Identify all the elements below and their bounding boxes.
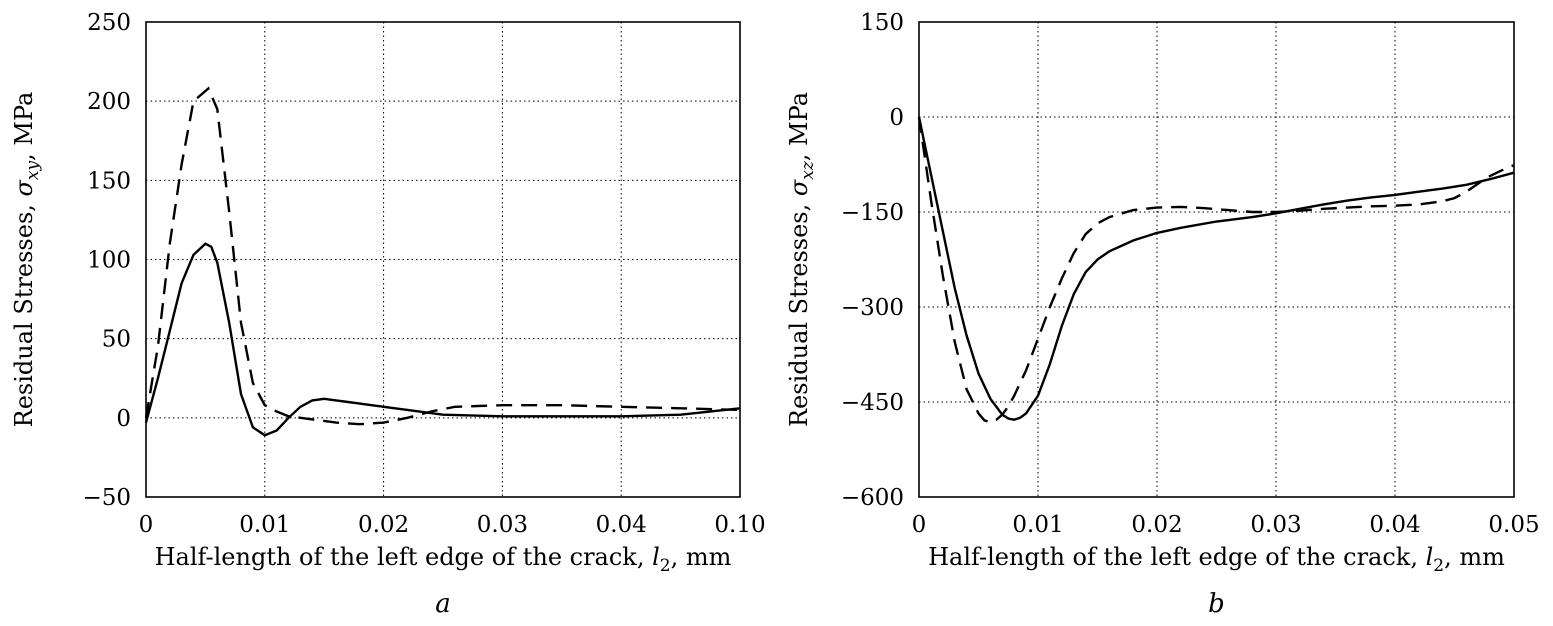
y-tick-label: 250 [87, 10, 131, 36]
series-solid-line [144, 242, 741, 437]
x-axis-label: Half-length of the left edge of the crac… [928, 543, 1505, 576]
x-tick-label: 0 [912, 512, 927, 538]
panel-label: a [435, 589, 451, 619]
y-tick-label: 0 [116, 406, 131, 432]
y-tick-label: −300 [841, 295, 904, 321]
plot-frame [918, 21, 1515, 498]
y-tick-label: 150 [860, 10, 904, 36]
y-tick-label: 200 [87, 89, 131, 115]
x-tick-label: 0.04 [1369, 512, 1420, 538]
y-tick-label: 100 [87, 248, 131, 274]
x-tick-label: 0.01 [239, 512, 290, 538]
chart-a: 0 0.01 0.02 0.03 0.04 0.10 −50 0 50 100 150 200 250 H… [10, 10, 766, 619]
x-tick-label: 0.02 [1131, 512, 1182, 538]
y-axis-label: Residual Stresses, σxy, MPa [10, 92, 43, 428]
series-dashed-line [144, 86, 741, 426]
y-tick-label: −450 [841, 390, 904, 416]
y-tick-label: 50 [102, 327, 131, 353]
y-tick-label: 150 [87, 168, 131, 194]
chart-b: 0 0.01 0.02 0.03 0.04 0.05 −600 −450 −300 −150 0 15… [785, 10, 1540, 619]
x-tick-label: 0.04 [596, 512, 647, 538]
y-axis-label: Residual Stresses, σxz, MPa [785, 92, 818, 427]
x-tick-label: 0.03 [1250, 512, 1301, 538]
x-axis-label: Half-length of the left edge of the crac… [155, 543, 732, 576]
x-tick-label: 0 [139, 512, 154, 538]
x-tick-label: 0.03 [477, 512, 528, 538]
y-tick-label: −600 [841, 485, 904, 511]
series-dashed-line [917, 116, 1515, 424]
x-tick-label: 0.05 [1488, 512, 1539, 538]
series-solid-line [917, 116, 1515, 421]
y-tick-label: 0 [889, 105, 904, 131]
x-tick-label: 0.01 [1012, 512, 1063, 538]
plot-frame [145, 21, 741, 498]
panel-label: b [1208, 589, 1225, 619]
x-tick-label: 0.10 [714, 512, 765, 538]
x-tick-label: 0.02 [358, 512, 409, 538]
y-tick-label: −50 [82, 485, 131, 511]
y-tick-label: −150 [841, 200, 904, 226]
